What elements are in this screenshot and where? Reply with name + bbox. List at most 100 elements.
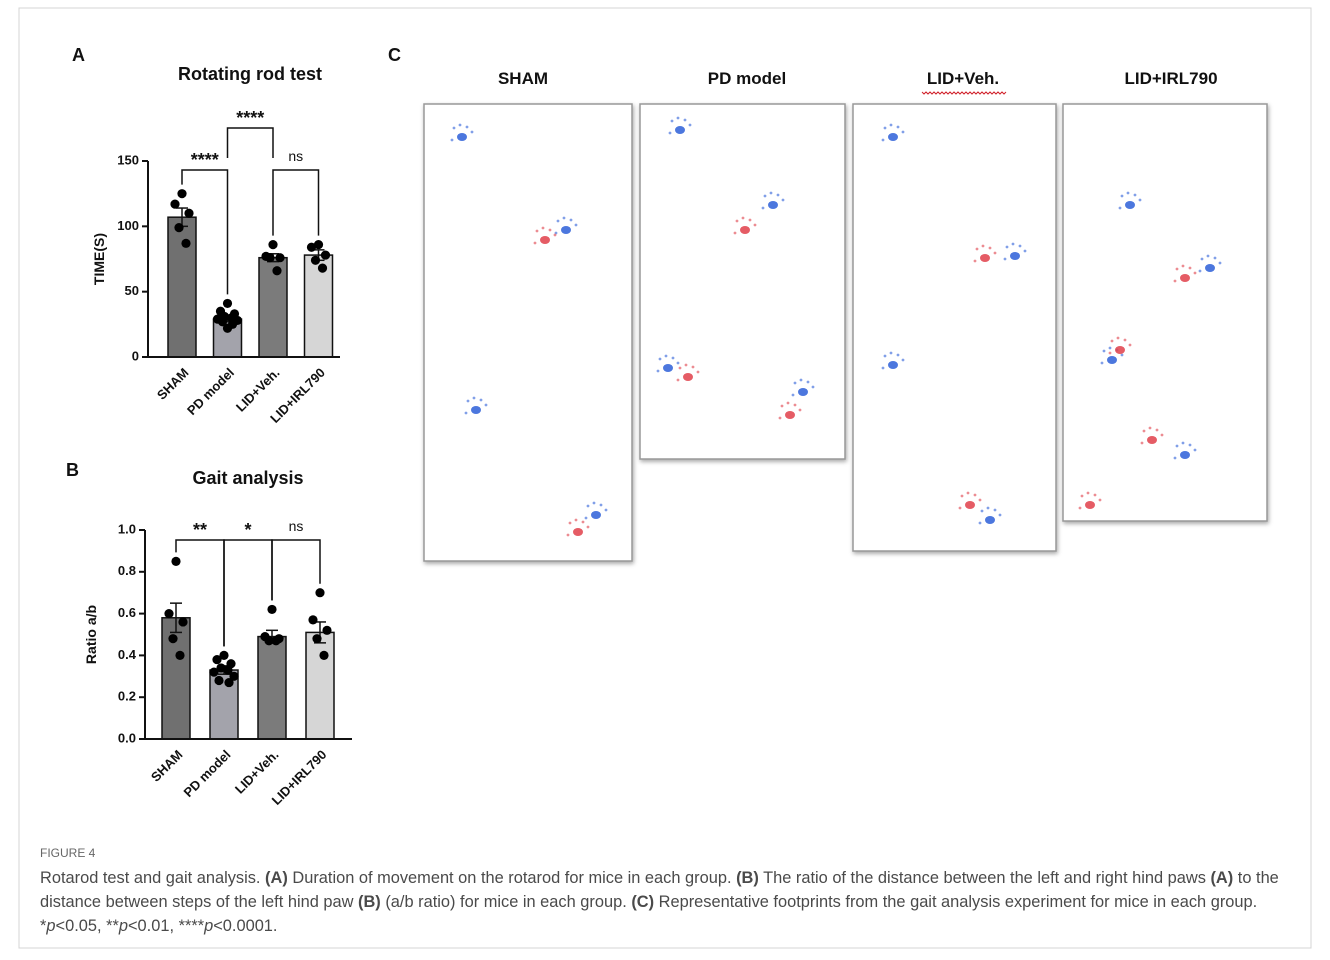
footprint-toe (762, 207, 765, 210)
caption-text: <0.0001. (213, 917, 277, 935)
footprint-toe (587, 505, 590, 508)
caption-text: p (119, 917, 128, 935)
footprint-pad (1180, 274, 1190, 282)
data-point (271, 636, 280, 645)
footprint-toe (976, 248, 979, 251)
footprint-toe (777, 194, 780, 197)
data-point (224, 678, 233, 687)
footprint-toe (1024, 250, 1027, 253)
footprint-toe (1194, 449, 1197, 452)
data-point (268, 240, 277, 249)
footprint-toe (1219, 262, 1222, 265)
footprint-toe (1099, 499, 1102, 502)
footprint-toe (1174, 280, 1177, 283)
footprint-toe (734, 232, 737, 235)
data-point (223, 324, 232, 333)
data-point (275, 253, 284, 262)
caption-text: p (46, 917, 55, 935)
data-point (311, 256, 320, 265)
footprint-toe (1111, 340, 1114, 343)
footprint-toe (794, 382, 797, 385)
footprint-toe (736, 220, 739, 223)
footprint-toe (575, 519, 578, 522)
footprint-pad (980, 254, 990, 262)
footprint-pad (1180, 451, 1190, 459)
footprint-toe (994, 252, 997, 255)
footprint-toe (794, 404, 797, 407)
footprint-pad (785, 411, 795, 419)
footprint-pad (798, 388, 808, 396)
footprint-toe (605, 509, 608, 512)
panel-letter: C (388, 45, 401, 65)
footprint-pad (1115, 346, 1125, 354)
footprint-toe (1109, 352, 1112, 355)
footprint-toe (665, 355, 668, 358)
footprint-toe (897, 354, 900, 357)
caption-text: p (204, 917, 213, 935)
footprint-toe (1079, 507, 1082, 510)
data-point (315, 588, 324, 597)
x-tick-label: PD model (181, 747, 234, 800)
footprint-toe (979, 522, 982, 525)
footprint-toe (749, 219, 752, 222)
y-axis-label: TIME(S) (91, 233, 107, 285)
caption-text: <0.01, **** (128, 917, 204, 935)
footprint-toe (994, 509, 997, 512)
footprint-toe (473, 397, 476, 400)
footprint-toe (884, 355, 887, 358)
data-point (265, 253, 274, 262)
footprint-title: SHAM (498, 69, 548, 88)
footprint-toe (1081, 495, 1084, 498)
footprint-toe (459, 124, 462, 127)
y-tick-label: 0.6 (118, 605, 136, 620)
footprint-toe (1109, 347, 1112, 350)
footprint-pad (561, 226, 571, 234)
caption-text: <0.05, ** (56, 917, 119, 935)
footprint-toe (812, 386, 815, 389)
y-tick-label: 100 (117, 218, 139, 233)
footprint-toe (979, 499, 982, 502)
footprint-pad (888, 133, 898, 141)
footprint-toe (569, 522, 572, 525)
footprint-toe (1103, 350, 1106, 353)
footprint-toe (799, 409, 802, 412)
footprint-toe (1143, 430, 1146, 433)
footprint-toe (779, 417, 782, 420)
footprint-toe (534, 242, 537, 245)
footprint-toe (684, 119, 687, 122)
y-tick-label: 50 (125, 283, 139, 298)
chart-title: Gait analysis (192, 468, 303, 488)
footprint-toe (967, 492, 970, 495)
data-point (170, 200, 179, 209)
footprint-toe (1201, 258, 1204, 261)
footprint-pad (1147, 436, 1157, 444)
page: { "panels": ["A", "B", "C"], "chart_data… (0, 0, 1330, 960)
y-axis-label: Ratio a/b (83, 605, 99, 664)
footprint-toe (1189, 444, 1192, 447)
significance-label: ns (289, 518, 304, 534)
caption-text: (A) (1210, 869, 1233, 887)
footprint-toe (471, 131, 474, 134)
footprint-toe (959, 507, 962, 510)
footprint-pad (740, 226, 750, 234)
caption-text: (B) (358, 893, 381, 911)
footprint-toe (902, 131, 905, 134)
footprint-toe (882, 367, 885, 370)
footprint-toe (1006, 246, 1009, 249)
caption-text: Rotarod test and gait analysis. (40, 869, 265, 887)
data-point (319, 651, 328, 660)
footprint-toe (570, 219, 573, 222)
data-point (164, 609, 173, 618)
footprint-toe (974, 260, 977, 263)
footprint-toe (659, 358, 662, 361)
footprint-toe (1117, 337, 1120, 340)
x-tick-label: LID+Veh. (232, 747, 282, 797)
footprint-pad (591, 511, 601, 519)
footprint-pad (573, 528, 583, 536)
footprint-toe (1121, 354, 1124, 357)
footprint-toe (782, 199, 785, 202)
footprint-toe (554, 234, 557, 237)
y-tick-label: 0.0 (118, 730, 136, 745)
footprint-toe (685, 364, 688, 367)
footprint-toe (453, 127, 456, 130)
